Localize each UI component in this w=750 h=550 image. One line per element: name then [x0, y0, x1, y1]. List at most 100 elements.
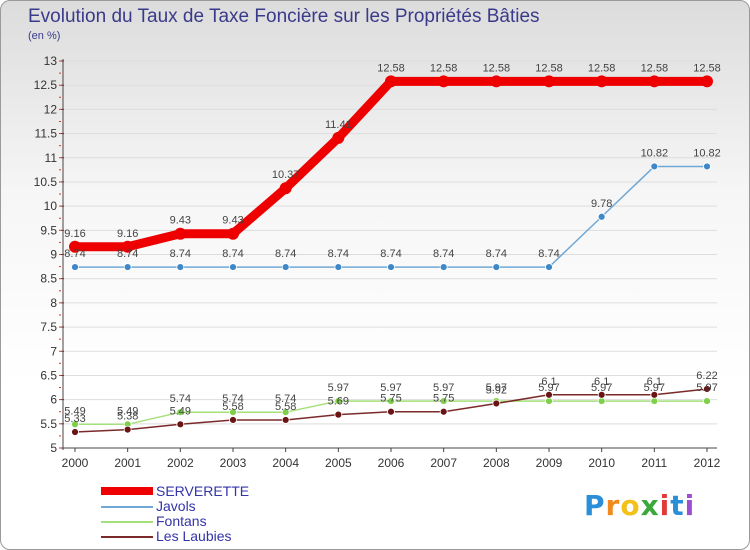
data-point [595, 75, 608, 88]
data-label: 5.49 [117, 405, 138, 417]
data-point [229, 416, 237, 424]
data-point [545, 390, 553, 399]
data-label: 12.58 [535, 62, 563, 74]
y-tick-label: 9 [50, 248, 57, 262]
data-label: 6.1 [594, 376, 609, 388]
data-label: 10.82 [641, 147, 669, 159]
data-label: 5.97 [591, 382, 612, 394]
data-point [334, 263, 343, 271]
data-label: 8.74 [328, 248, 349, 260]
data-point [71, 420, 79, 429]
x-tick-label: 2002 [167, 456, 194, 470]
data-label: 12.58 [693, 62, 721, 74]
data-point [279, 182, 292, 195]
data-point [332, 131, 345, 144]
data-point [176, 408, 185, 417]
data-label: 5.74 [275, 393, 296, 405]
data-point [703, 397, 711, 405]
y-tick-label: 5 [50, 441, 57, 455]
y-tick-label: 12.5 [34, 78, 58, 92]
legend-swatch-javols [101, 506, 153, 508]
y-tick-label: 5.5 [40, 417, 57, 431]
x-tick-label: 2003 [220, 456, 247, 470]
y-tick-label: 10 [44, 199, 58, 213]
data-point [69, 240, 81, 253]
data-point [597, 212, 606, 221]
data-label: 5.38 [117, 411, 138, 423]
data-label: 9.43 [222, 215, 243, 227]
x-tick-label: 2000 [62, 456, 89, 470]
data-point [121, 240, 134, 253]
y-tick-label: 12 [44, 102, 58, 116]
data-point [437, 75, 450, 88]
data-label: 5.75 [380, 393, 401, 405]
data-label: 5.75 [433, 393, 454, 405]
y-tick-label: 7 [50, 344, 57, 358]
data-point [174, 227, 187, 240]
data-label: 12.58 [641, 62, 669, 74]
data-label: 5.49 [170, 405, 191, 417]
x-tick-label: 2012 [694, 456, 721, 470]
data-label: 8.74 [275, 248, 296, 260]
legend-swatch-serverette [101, 487, 153, 495]
logo-letter: x [640, 489, 660, 522]
data-point [281, 416, 290, 424]
data-label: 9.16 [64, 228, 85, 240]
y-tick-label: 6.5 [40, 368, 57, 382]
data-point [387, 397, 395, 405]
data-point [597, 390, 606, 399]
data-label: 8.74 [170, 248, 191, 260]
logo-letter: r [605, 489, 621, 522]
data-point [176, 420, 185, 429]
logo-letter: o [620, 489, 641, 522]
data-point [229, 263, 237, 271]
data-point [650, 162, 659, 171]
data-point [648, 75, 661, 88]
data-label: 10.82 [693, 147, 721, 159]
data-label: 8.74 [538, 248, 559, 260]
data-label: 5.69 [328, 396, 349, 408]
proxiti-logo: Proxiti [584, 489, 695, 522]
x-tick-label: 2010 [588, 456, 615, 470]
x-tick-label: 2005 [325, 456, 352, 470]
logo-letter: i [659, 489, 671, 522]
data-point [703, 385, 711, 393]
data-label: 5.97 [486, 382, 507, 394]
chart-title: Evolution du Taux de Taxe Foncière sur l… [28, 6, 540, 27]
data-label: 8.74 [64, 248, 85, 260]
x-tick-label: 2001 [114, 456, 141, 470]
data-label: 5.97 [328, 382, 349, 394]
data-point [385, 75, 397, 88]
data-label: 12.58 [430, 62, 458, 74]
data-point [439, 397, 448, 405]
data-label: 8.74 [486, 248, 507, 260]
data-label: 9.78 [591, 198, 612, 210]
data-label: 5.74 [170, 393, 191, 405]
y-tick-label: 8 [50, 296, 57, 310]
legend-swatch-les-laubies [101, 536, 153, 538]
data-point [229, 408, 237, 417]
data-label: 6.1 [647, 376, 662, 388]
data-label: 9.16 [117, 228, 138, 240]
data-label: 6.1 [541, 376, 556, 388]
data-label: 8.74 [222, 248, 243, 260]
data-point [650, 390, 659, 399]
legend-label-fontans: Fontans [156, 513, 207, 529]
x-tick-label: 2006 [378, 456, 405, 470]
data-label: 6.22 [696, 370, 717, 382]
data-label: 5.97 [644, 382, 665, 394]
data-point [281, 263, 290, 271]
y-tick-label: 11.5 [35, 127, 58, 141]
data-point [701, 75, 713, 88]
legend-swatch-fontans [101, 521, 153, 523]
data-point [543, 75, 555, 88]
data-label: 8.74 [380, 248, 401, 260]
data-point [545, 263, 553, 271]
data-label: 9.43 [170, 215, 191, 227]
logo-letter: P [584, 489, 606, 522]
data-label: 5.97 [380, 382, 401, 394]
data-label: 8.74 [433, 248, 454, 260]
data-point [387, 407, 395, 416]
data-point [334, 397, 343, 405]
